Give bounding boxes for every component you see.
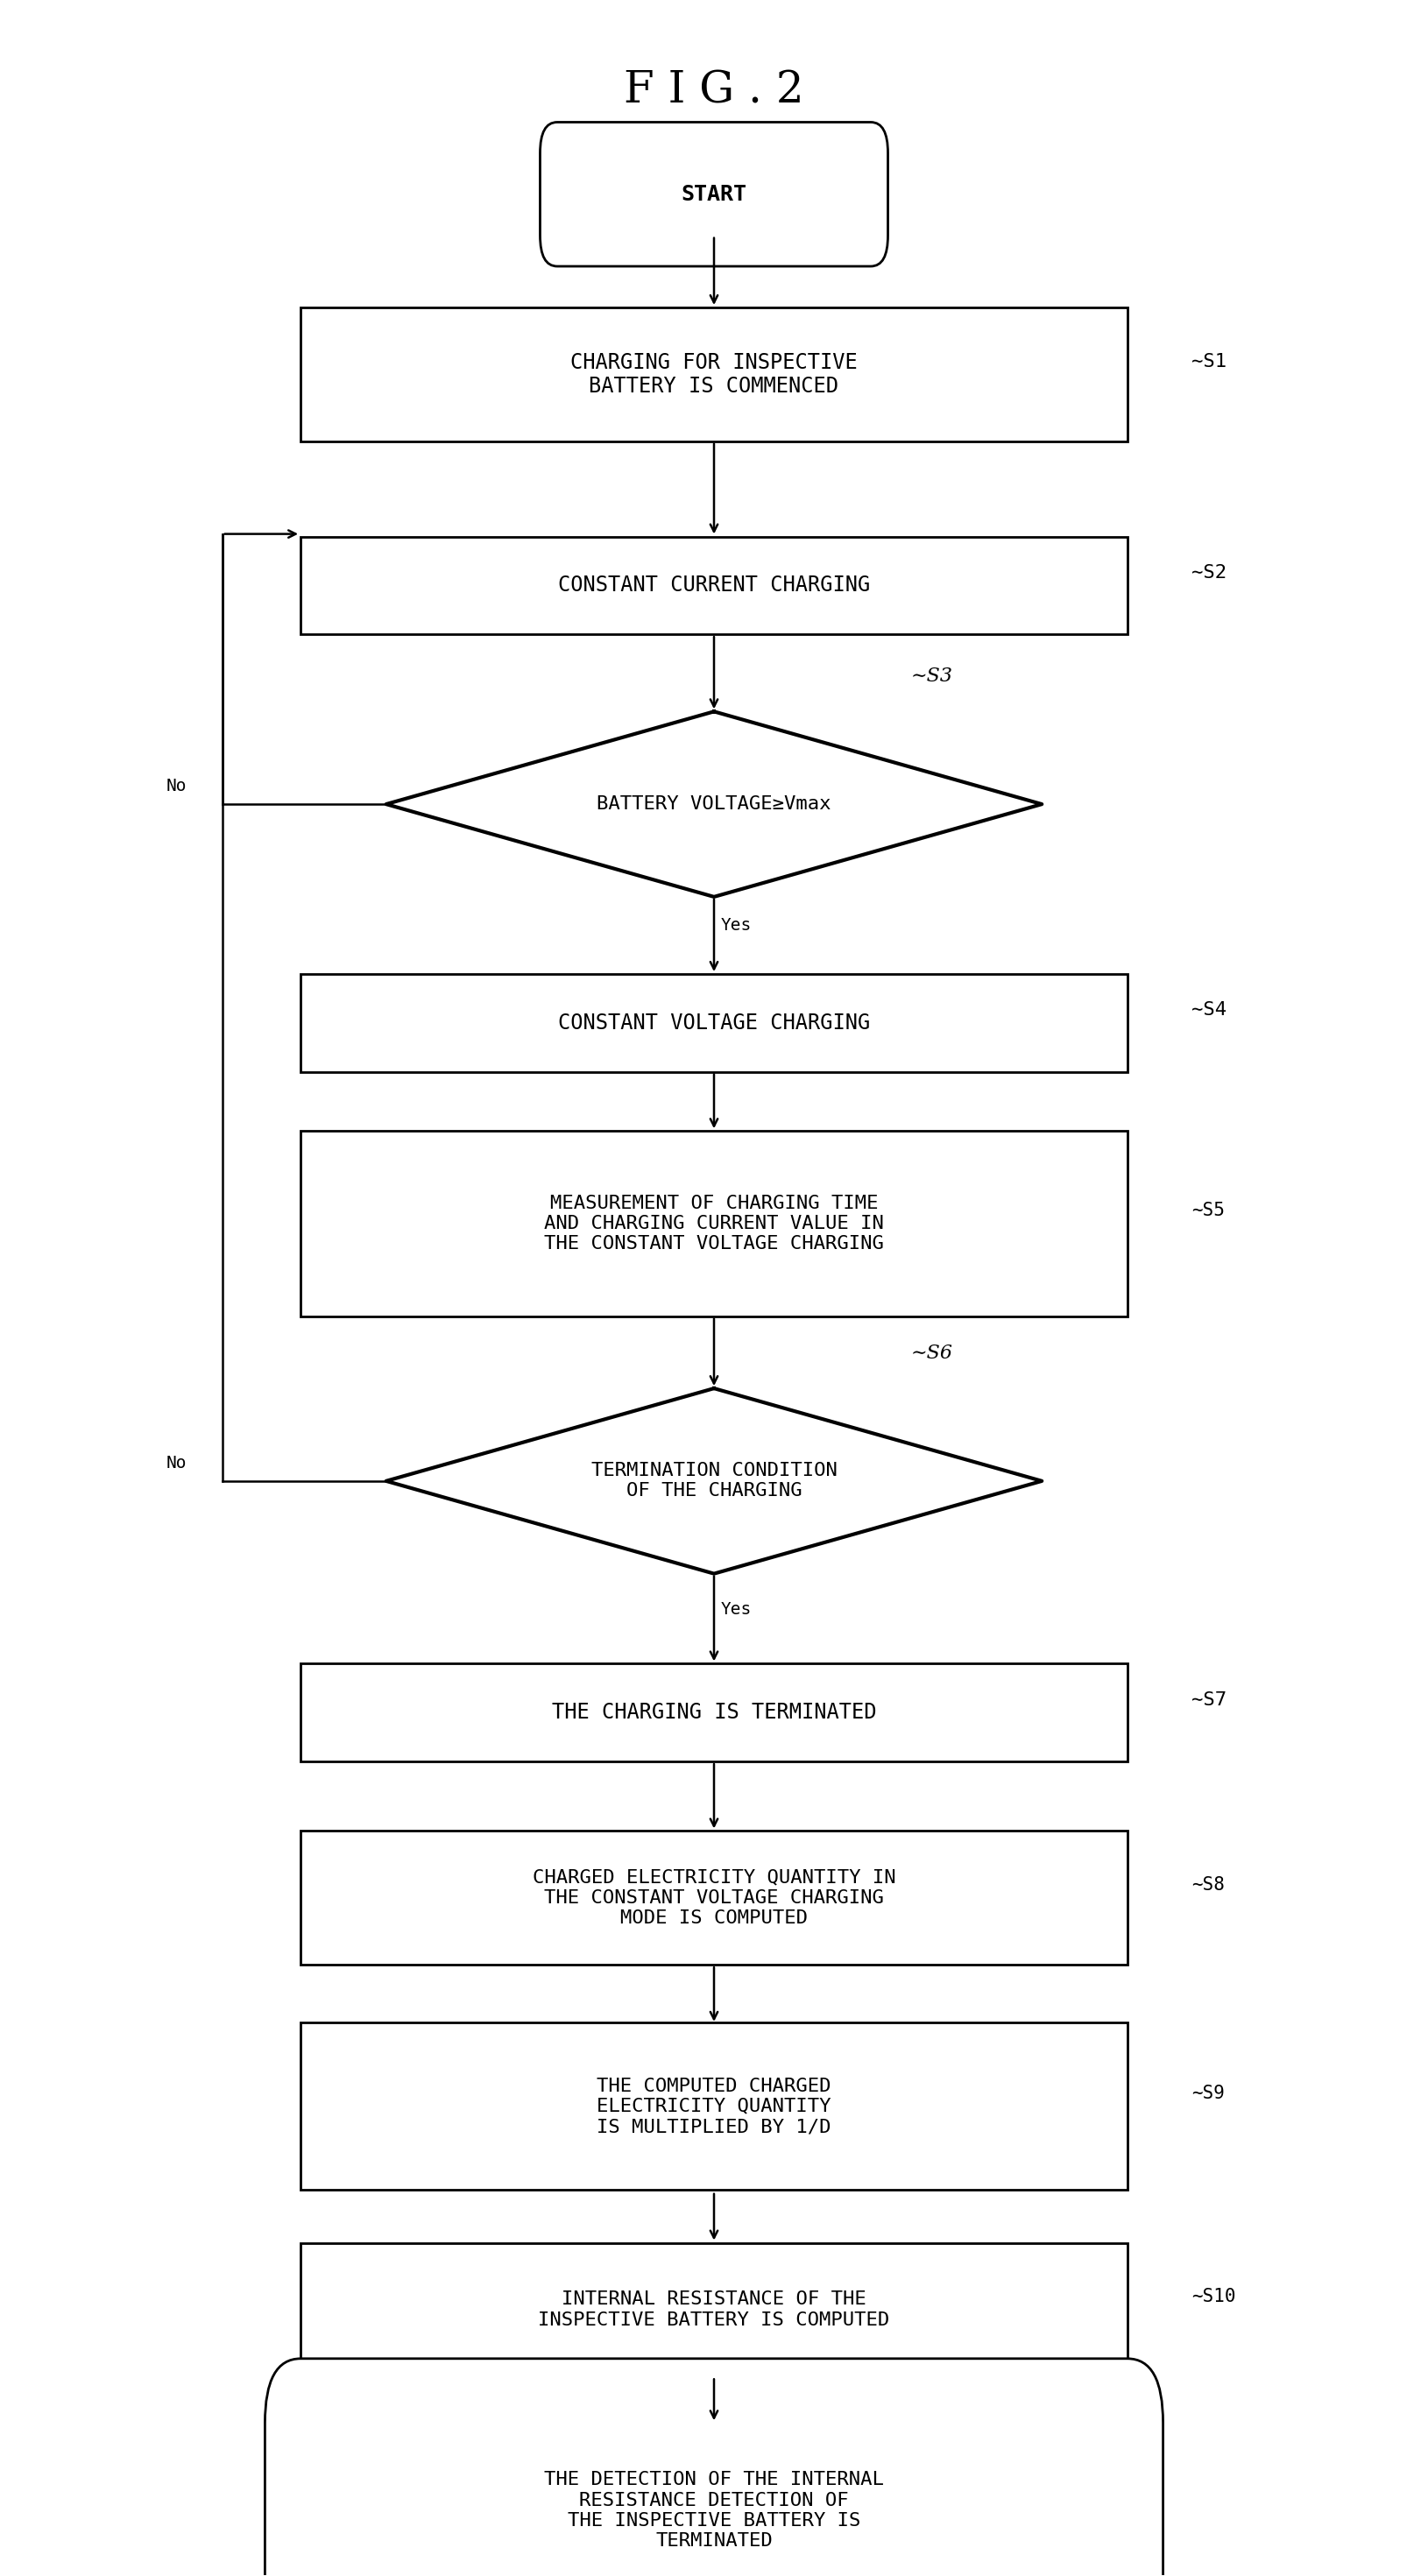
Text: THE CHARGING IS TERMINATED: THE CHARGING IS TERMINATED [551,1703,877,1723]
Text: ∼S1: ∼S1 [1191,353,1227,371]
Polygon shape [386,1388,1042,1574]
Text: ∼S4: ∼S4 [1191,1002,1227,1020]
Text: CONSTANT VOLTAGE CHARGING: CONSTANT VOLTAGE CHARGING [558,1012,870,1033]
Text: Yes: Yes [721,1602,753,1618]
Text: ∼S7: ∼S7 [1191,1690,1227,1708]
Text: ∼S10: ∼S10 [1191,2287,1235,2306]
Text: ∼S3: ∼S3 [911,667,952,685]
Text: INTERNAL RESISTANCE OF THE
INSPECTIVE BATTERY IS COMPUTED: INTERNAL RESISTANCE OF THE INSPECTIVE BA… [538,2290,890,2329]
Text: TERMINATION CONDITION
OF THE CHARGING: TERMINATION CONDITION OF THE CHARGING [591,1463,837,1499]
FancyBboxPatch shape [300,974,1128,1072]
Text: ∼S5: ∼S5 [1191,1203,1225,1218]
Text: START: START [681,183,747,204]
FancyBboxPatch shape [540,121,888,265]
FancyBboxPatch shape [300,1832,1128,1965]
FancyBboxPatch shape [266,2360,1162,2576]
Text: THE COMPUTED CHARGED
ELECTRICITY QUANTITY
IS MULTIPLIED BY 1/D: THE COMPUTED CHARGED ELECTRICITY QUANTIT… [597,2076,831,2136]
Text: ∼S6: ∼S6 [911,1342,952,1363]
Text: THE DETECTION OF THE INTERNAL
RESISTANCE DETECTION OF
THE INSPECTIVE BATTERY IS
: THE DETECTION OF THE INTERNAL RESISTANCE… [544,2470,884,2550]
Text: No: No [166,778,187,793]
Text: CHARGING FOR INSPECTIVE
BATTERY IS COMMENCED: CHARGING FOR INSPECTIVE BATTERY IS COMME… [570,353,858,397]
Text: No: No [166,1455,187,1471]
Text: ∼S2: ∼S2 [1191,564,1227,582]
Text: F I G . 2: F I G . 2 [624,70,804,113]
Text: ∼S8: ∼S8 [1191,1875,1225,1893]
FancyBboxPatch shape [300,307,1128,440]
FancyBboxPatch shape [300,1131,1128,1316]
Text: MEASUREMENT OF CHARGING TIME
AND CHARGING CURRENT VALUE IN
THE CONSTANT VOLTAGE : MEASUREMENT OF CHARGING TIME AND CHARGIN… [544,1195,884,1252]
FancyBboxPatch shape [300,1664,1128,1762]
Polygon shape [386,711,1042,896]
Text: BATTERY VOLTAGE≥Vmax: BATTERY VOLTAGE≥Vmax [597,796,831,814]
Text: ∼S9: ∼S9 [1191,2084,1225,2102]
FancyBboxPatch shape [300,2022,1128,2190]
FancyBboxPatch shape [300,2244,1128,2378]
Text: Yes: Yes [721,917,753,933]
Text: CHARGED ELECTRICITY QUANTITY IN
THE CONSTANT VOLTAGE CHARGING
MODE IS COMPUTED: CHARGED ELECTRICITY QUANTITY IN THE CONS… [533,1868,895,1927]
Text: CONSTANT CURRENT CHARGING: CONSTANT CURRENT CHARGING [558,574,870,595]
FancyBboxPatch shape [300,536,1128,634]
